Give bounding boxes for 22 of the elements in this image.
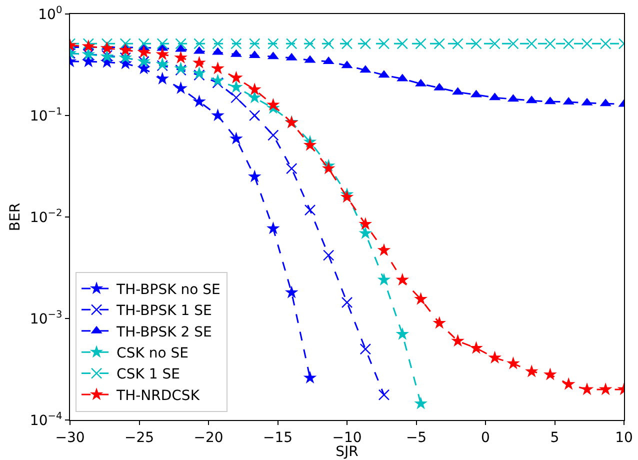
x-tick-label: −20 bbox=[194, 430, 224, 446]
x-tick-label: 10 bbox=[615, 430, 633, 446]
x-tick-label: −15 bbox=[262, 430, 293, 446]
y-tick-label: 10$^{−2}$ bbox=[30, 208, 62, 226]
y-tick-label: 10$^{−3}$ bbox=[30, 310, 62, 328]
legend-label: TH-BPSK 1 SE bbox=[116, 303, 212, 320]
x-tick-label: −30 bbox=[55, 430, 85, 446]
x-tick-label: 5 bbox=[550, 430, 560, 446]
x-tick-label: −5 bbox=[406, 430, 427, 446]
x-tick-label: 0 bbox=[481, 430, 490, 446]
legend-label: TH-BPSK no SE bbox=[116, 282, 220, 298]
y-tick-label: 10$^{−1}$ bbox=[30, 106, 62, 124]
y-tick-label: 10$^{−4}$ bbox=[30, 411, 62, 429]
x-tick-label: −25 bbox=[124, 430, 154, 446]
y-tick-label: 10$^{0}$ bbox=[38, 5, 62, 23]
y-axis-title: BER bbox=[8, 202, 24, 232]
legend-label: CSK 1 SE bbox=[116, 366, 180, 383]
x-tick-label: −10 bbox=[332, 430, 362, 446]
legend-label: CSK no SE bbox=[116, 346, 188, 362]
legend-label: TH-BPSK 2 SE bbox=[116, 324, 212, 340]
x-axis-title: SJR bbox=[336, 444, 359, 460]
legend-label: TH-NRDCSK bbox=[116, 388, 200, 404]
